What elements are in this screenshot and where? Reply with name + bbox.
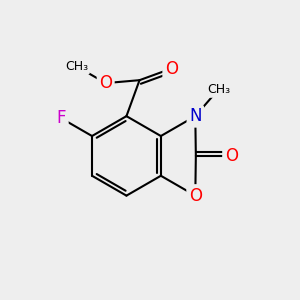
Text: F: F — [57, 109, 66, 127]
Text: O: O — [165, 60, 178, 78]
Text: O: O — [225, 147, 238, 165]
Text: O: O — [99, 74, 112, 92]
Text: CH₃: CH₃ — [65, 60, 88, 73]
Text: CH₃: CH₃ — [207, 83, 230, 96]
Text: O: O — [189, 187, 202, 205]
Text: N: N — [189, 107, 202, 125]
